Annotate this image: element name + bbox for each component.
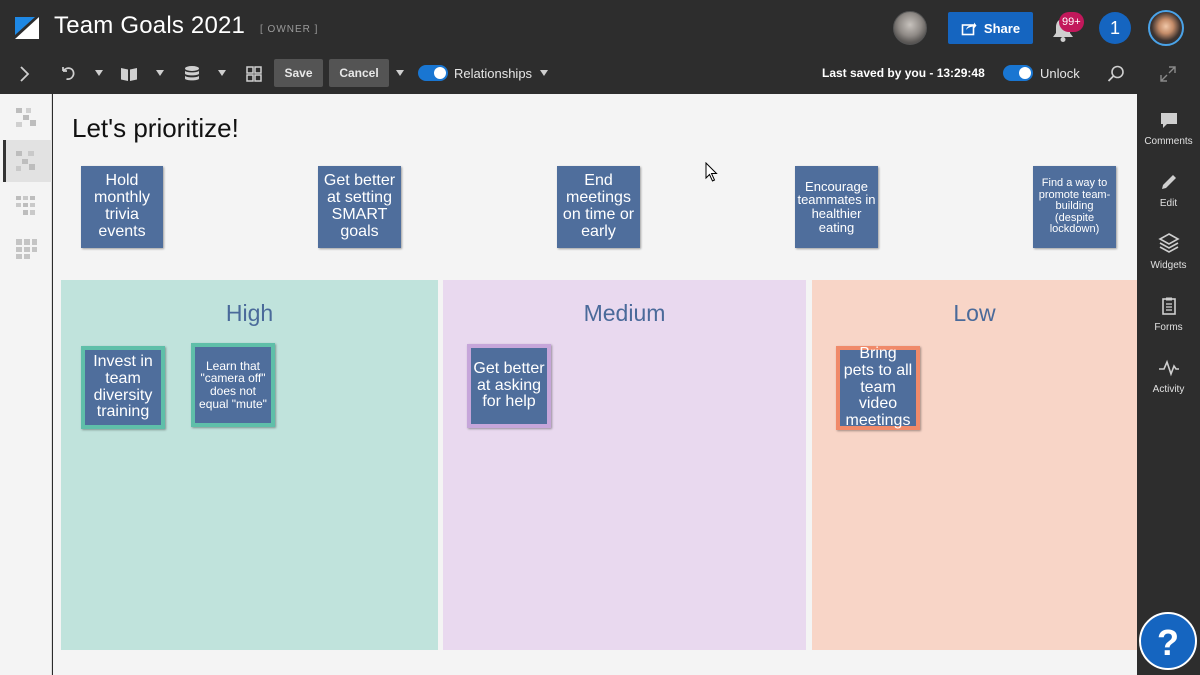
book-icon[interactable] <box>119 64 139 84</box>
sidebar-item-comments[interactable]: Comments <box>1137 110 1200 147</box>
page-thumbnail-icon[interactable] <box>14 237 38 261</box>
sticky-note[interactable]: Find a way to promote team-building (des… <box>1033 166 1116 248</box>
sticky-note[interactable]: Bring pets to all team video meetings <box>836 345 920 430</box>
layers-icon <box>1157 233 1180 253</box>
page-thumbnail-icon[interactable] <box>14 106 38 130</box>
undo-menu-caret[interactable] <box>95 70 103 76</box>
zone-title: Medium <box>583 300 666 326</box>
user-count-badge[interactable]: 1 <box>1099 12 1131 44</box>
relationships-label: Relationships <box>454 66 533 81</box>
relationships-menu-caret[interactable] <box>540 70 548 76</box>
last-saved-status: Last saved by you - 13:29:48 <box>822 66 985 80</box>
user-avatar[interactable] <box>1148 10 1184 46</box>
right-sidebar: Comments Edit Widgets Forms <box>1137 94 1200 675</box>
sidebar-item-label: Comments <box>1144 136 1193 147</box>
sticky-note[interactable]: End meetings on time or early <box>557 166 640 248</box>
sidebar-item-widgets[interactable]: Widgets <box>1137 232 1200 271</box>
zone-title: Low <box>953 300 996 326</box>
board-canvas[interactable]: Let's prioritize! Hold monthly trivia ev… <box>53 94 1137 675</box>
comment-icon <box>1160 113 1177 128</box>
priority-zone-medium[interactable]: Medium Get better at asking for help <box>443 280 806 650</box>
priority-zone-high[interactable]: High Invest in team diversity training L… <box>61 280 438 650</box>
grid-icon[interactable] <box>244 64 264 84</box>
share-label: Share <box>983 20 1021 36</box>
search-icon[interactable] <box>1106 64 1126 84</box>
sidebar-item-label: Widgets <box>1150 260 1187 271</box>
app-logo-icon[interactable] <box>15 17 39 39</box>
mouse-cursor-icon <box>705 162 718 182</box>
sidebar-item-label: Edit <box>1159 198 1178 209</box>
page-thumbnail-icon[interactable] <box>14 149 38 173</box>
save-button[interactable]: Save <box>274 59 323 87</box>
unlock-label: Unlock <box>1040 66 1080 81</box>
page-rail <box>0 94 52 675</box>
zone-title: High <box>225 300 274 326</box>
clipboard-icon <box>1161 297 1176 315</box>
sidebar-item-label: Forms <box>1154 322 1183 333</box>
board-title[interactable]: Let's prioritize! <box>72 113 239 143</box>
cancel-menu-caret[interactable] <box>396 70 404 76</box>
sticky-note[interactable]: Get better at setting SMART goals <box>318 166 401 248</box>
database-icon[interactable] <box>182 64 202 84</box>
pencil-icon <box>1161 175 1176 189</box>
title-bar: Team Goals 2021 [ OWNER ] Share 99+ 1 <box>0 0 1200 55</box>
sidebar-item-label: Activity <box>1152 384 1185 395</box>
relationships-toggle[interactable] <box>418 65 448 81</box>
sidebar-item-activity[interactable]: Activity <box>1137 358 1200 395</box>
data-menu-caret[interactable] <box>218 70 226 76</box>
collaborator-avatar[interactable] <box>893 11 927 45</box>
priority-zone-low[interactable]: Low Bring pets to all team video meeting… <box>812 280 1137 650</box>
sidebar-item-forms[interactable]: Forms <box>1137 296 1200 333</box>
expand-icon[interactable] <box>1158 64 1178 84</box>
sticky-note[interactable]: Hold monthly trivia events <box>81 166 163 248</box>
help-button[interactable]: ? <box>1139 612 1197 670</box>
sticky-note[interactable]: Encourage teammates in healthier eating <box>795 166 878 248</box>
sticky-note[interactable]: Get better at asking for help <box>467 344 551 428</box>
activity-icon <box>1158 359 1179 377</box>
share-button[interactable]: Share <box>948 12 1033 44</box>
book-menu-caret[interactable] <box>156 70 164 76</box>
share-icon <box>961 22 977 36</box>
notification-badge: 99+ <box>1059 12 1084 32</box>
board-name[interactable]: Team Goals 2021 <box>54 12 246 39</box>
sticky-note[interactable]: Learn that "camera off" does not equal "… <box>191 343 275 427</box>
toolbar: Save Cancel Relationships Last saved by … <box>0 55 1200 94</box>
unlock-toggle[interactable] <box>1003 65 1033 81</box>
role-badge: [ OWNER ] <box>260 24 319 35</box>
sticky-note[interactable]: Invest in team diversity training <box>81 346 165 429</box>
sidebar-item-edit[interactable]: Edit <box>1137 172 1200 209</box>
cancel-button[interactable]: Cancel <box>329 59 389 87</box>
active-page-indicator <box>3 140 6 182</box>
undo-icon[interactable] <box>58 64 78 84</box>
page-thumbnail-icon[interactable] <box>14 194 38 218</box>
chevron-right-icon[interactable] <box>14 64 34 84</box>
